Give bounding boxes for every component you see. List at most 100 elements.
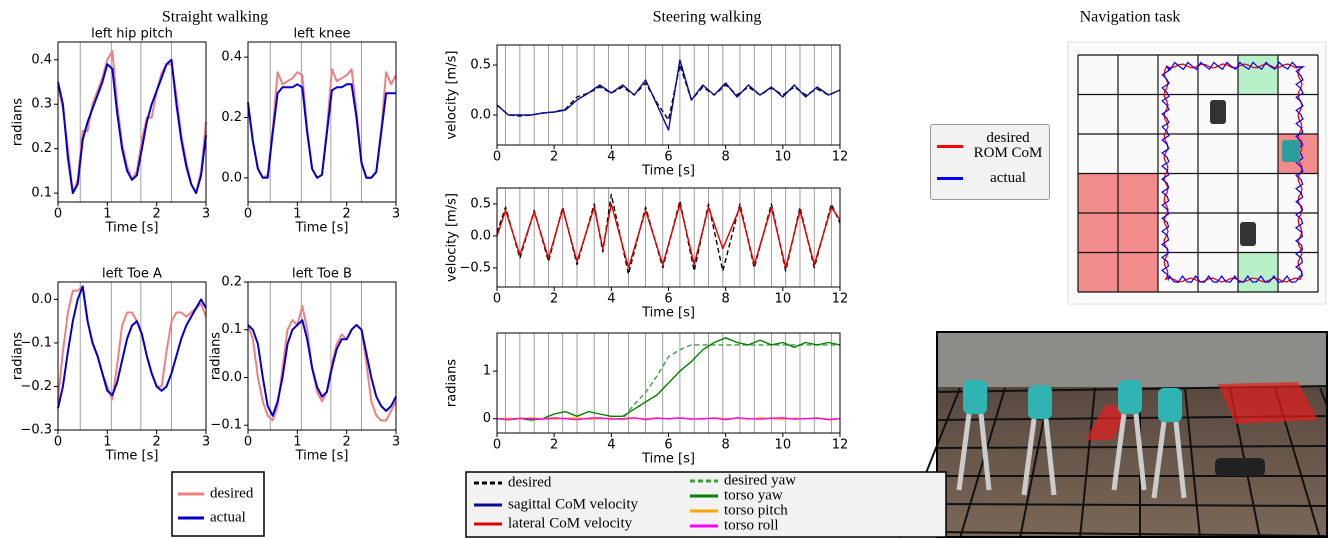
- robot-leg: [1133, 413, 1147, 491]
- robot-torso: [1158, 388, 1182, 422]
- floor-line: [936, 445, 1328, 449]
- legend-swatch: [937, 177, 963, 180]
- robot-leg: [1151, 421, 1167, 499]
- y-tick-label: −0.2: [20, 379, 52, 394]
- y-axis-label: velocity [m/s]: [445, 51, 460, 140]
- x-axis-label: Time [s]: [105, 221, 159, 236]
- x-axis-label: Time [s]: [641, 452, 695, 467]
- map-cell: [1118, 213, 1158, 253]
- robot-torso: [1028, 385, 1052, 419]
- legend-label: sagittal CoM velocity: [508, 496, 638, 512]
- plot-frame: [247, 281, 397, 431]
- x-tick-label: 10: [775, 438, 792, 453]
- x-tick-label: 2: [153, 207, 161, 222]
- x-tick-label: 10: [775, 150, 792, 165]
- robot-icon: [1282, 140, 1300, 162]
- x-tick-label: 12: [832, 150, 849, 165]
- x-tick-label: 3: [202, 435, 210, 450]
- x-tick-label: 6: [664, 438, 672, 453]
- map-cell: [1238, 55, 1278, 95]
- legend-box: [465, 471, 947, 538]
- x-tick-label: 2: [550, 438, 558, 453]
- y-tick-label: 0: [483, 411, 491, 426]
- quadruped: [1215, 458, 1265, 476]
- plot-frame: [57, 41, 207, 203]
- chart-title: left Toe B: [292, 267, 352, 282]
- y-tick-label: 0.1: [221, 322, 242, 337]
- chart-title: left hip pitch: [91, 27, 173, 42]
- y-tick-label: 0.4: [31, 52, 52, 67]
- x-tick-label: 2: [153, 435, 161, 450]
- x-tick-label: 2: [550, 292, 558, 307]
- actual-trajectory: [1160, 61, 1306, 283]
- legend-label: desired yaw: [724, 472, 796, 488]
- series-line: [247, 304, 397, 422]
- y-axis-label: radians: [11, 332, 26, 380]
- legend-label: torso roll: [724, 517, 779, 533]
- x-tick-label: 8: [722, 438, 730, 453]
- y-tick-label: 0.0: [470, 108, 491, 123]
- y-tick-label: 0.2: [221, 275, 242, 290]
- floor-line: [936, 503, 1328, 507]
- section-title: Navigation task: [1080, 9, 1181, 26]
- y-tick-label: 1: [483, 364, 491, 379]
- plot-frame: [57, 281, 207, 431]
- floor-line: [1184, 387, 1201, 538]
- robot-leg: [1111, 413, 1127, 491]
- x-tick-label: 0: [493, 292, 501, 307]
- x-tick-label: 3: [202, 207, 210, 222]
- y-tick-label: 0.4: [221, 50, 242, 65]
- x-tick-label: 2: [343, 435, 351, 450]
- x-tick-label: 6: [664, 150, 672, 165]
- robot-leg: [956, 413, 972, 491]
- robot-icon: [1240, 222, 1256, 246]
- wall: [937, 332, 1328, 387]
- y-tick-label: 0.0: [470, 228, 491, 243]
- floor-line: [936, 531, 1328, 537]
- legend-box: [171, 471, 265, 537]
- legend-label: actual: [990, 170, 1026, 186]
- series-line: [57, 58, 207, 195]
- y-tick-label: −0.1: [20, 335, 52, 350]
- y-tick-label: −0.5: [459, 260, 491, 275]
- y-tick-label: −0.1: [210, 418, 242, 433]
- y-axis-label: radians: [11, 98, 26, 146]
- x-axis-label: Time [s]: [105, 449, 159, 464]
- section-title: Straight walking: [162, 9, 268, 26]
- series-line: [496, 193, 841, 275]
- x-tick-label: 12: [832, 292, 849, 307]
- x-tick-label: 6: [664, 292, 672, 307]
- x-tick-label: 10: [775, 292, 792, 307]
- legend-label: actual: [210, 509, 246, 525]
- legend: desired ROM CoM actual: [930, 124, 1050, 200]
- legend-label: desired: [508, 474, 552, 490]
- y-axis-label: radians: [209, 332, 224, 380]
- navigation-map: [1067, 41, 1327, 305]
- red-patch: [1218, 382, 1318, 424]
- x-tick-label: 1: [103, 207, 111, 222]
- photo-frame: [936, 331, 1328, 538]
- x-tick-label: 8: [722, 292, 730, 307]
- legend-label: torso pitch: [724, 502, 788, 518]
- series-line: [496, 203, 841, 269]
- red-patch: [1085, 405, 1130, 440]
- legend-label: lateral CoM velocity: [508, 515, 633, 531]
- robot-leg: [978, 413, 992, 491]
- floor-line: [959, 387, 1006, 538]
- x-tick-label: 2: [550, 150, 558, 165]
- map-cell: [1078, 213, 1118, 253]
- series-line: [496, 417, 841, 421]
- x-axis-label: Time [s]: [295, 449, 349, 464]
- series-line: [57, 285, 207, 409]
- y-tick-label: 0.2: [221, 110, 242, 125]
- x-tick-label: 0: [244, 207, 252, 222]
- series-line: [496, 337, 841, 421]
- x-tick-label: 3: [392, 435, 400, 450]
- x-tick-label: 12: [832, 438, 849, 453]
- map-cell: [1078, 252, 1118, 292]
- series-line: [496, 59, 841, 131]
- legend-label: desired ROM CoM: [973, 130, 1043, 161]
- x-tick-label: 4: [607, 150, 615, 165]
